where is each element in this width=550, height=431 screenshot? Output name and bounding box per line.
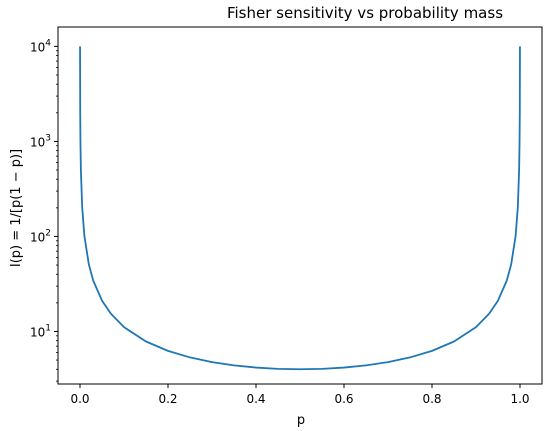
y-tick-label-0: 101 — [30, 323, 51, 339]
x-axis-label: p — [297, 413, 305, 428]
y-tick-label-3: 104 — [30, 38, 51, 54]
x-tick-label-3: 0.6 — [334, 392, 353, 406]
series-line-0 — [79, 46, 521, 371]
x-tick-label-4: 0.8 — [422, 392, 441, 406]
axes-frame — [57, 26, 543, 385]
x-tick-label-1: 0.2 — [158, 392, 177, 406]
x-tick-label-5: 1.0 — [510, 392, 529, 406]
chart-title: Fisher sensitivity vs probability mass — [227, 4, 503, 22]
y-tick-label-2: 103 — [30, 133, 51, 149]
y-tick-label-1: 102 — [30, 228, 51, 244]
x-tick-label-0: 0.0 — [70, 392, 89, 406]
x-tick-label-2: 0.4 — [246, 392, 265, 406]
plot-area: 0.0 0.2 0.4 0.6 0.8 1.0 101 102 103 104 — [30, 26, 543, 406]
y-axis-label: I(p) = 1/[p(1 − p)] — [9, 149, 24, 267]
